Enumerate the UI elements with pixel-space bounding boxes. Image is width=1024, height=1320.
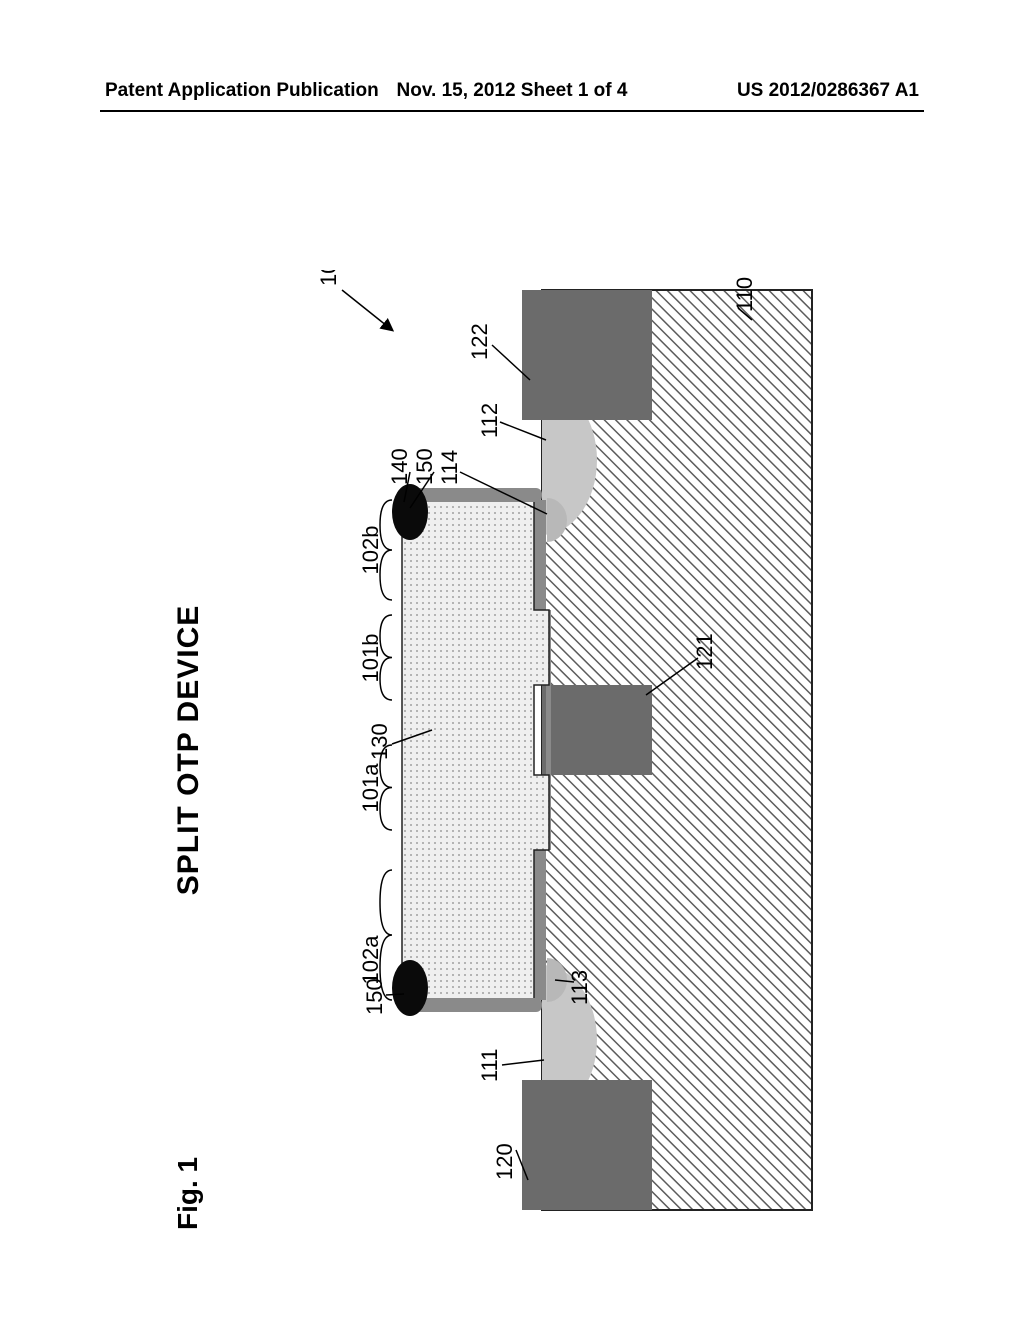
svg-text:120: 120 bbox=[492, 1143, 517, 1180]
svg-text:150: 150 bbox=[412, 448, 437, 485]
figure-rotated-wrap: Fig. 1 SPLIT OTP DEVICE bbox=[162, 250, 862, 1250]
svg-text:102a: 102a bbox=[358, 935, 383, 985]
svg-text:110: 110 bbox=[732, 277, 757, 312]
svg-text:102b: 102b bbox=[358, 526, 383, 575]
svg-text:111: 111 bbox=[477, 1049, 502, 1082]
svg-text:101b: 101b bbox=[358, 634, 383, 683]
svg-text:121: 121 bbox=[692, 633, 717, 670]
svg-text:112: 112 bbox=[477, 403, 502, 438]
figure-label: Fig. 1 bbox=[172, 1157, 204, 1230]
svg-text:122: 122 bbox=[467, 323, 492, 360]
figure-title: SPLIT OTP DEVICE bbox=[172, 605, 206, 896]
svg-text:114: 114 bbox=[437, 450, 462, 485]
svg-text:101a: 101a bbox=[358, 763, 383, 813]
svg-text:113: 113 bbox=[567, 970, 592, 1005]
svg-text:100: 100 bbox=[316, 270, 341, 286]
figure-diagram: 1001201111501131121141501401221211101301… bbox=[282, 270, 832, 1230]
svg-text:130: 130 bbox=[367, 723, 392, 760]
header-left: Patent Application Publication bbox=[105, 80, 379, 102]
header-rule bbox=[100, 110, 924, 112]
header-right: US 2012/0286367 A1 bbox=[737, 80, 919, 102]
figure-inner: Fig. 1 SPLIT OTP DEVICE bbox=[162, 250, 862, 1250]
header-middle: Nov. 15, 2012 Sheet 1 of 4 bbox=[397, 80, 628, 102]
